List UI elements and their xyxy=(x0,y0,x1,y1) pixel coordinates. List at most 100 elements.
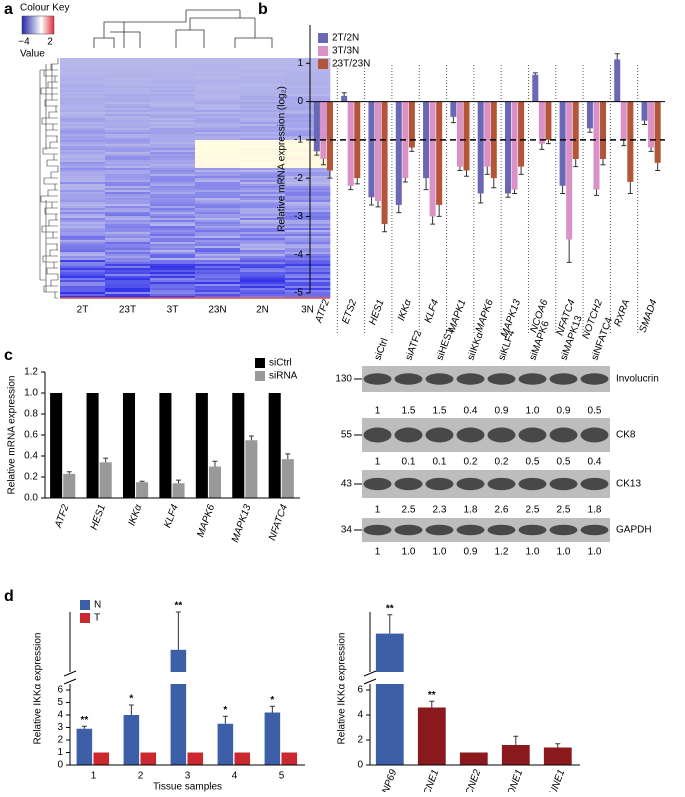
heatmap-cell xyxy=(195,260,241,263)
heatmap-cell xyxy=(150,172,196,175)
bar xyxy=(543,747,572,765)
band-value: 1.0 xyxy=(526,406,540,417)
heatmap-cell xyxy=(240,78,286,81)
heatmap-cell xyxy=(60,254,106,257)
heatmap-cell xyxy=(195,170,241,173)
blot-band xyxy=(549,427,578,443)
heatmap-cell xyxy=(105,148,151,151)
heatmap-cell xyxy=(60,212,106,215)
bar xyxy=(395,101,402,205)
heatmap-cell xyxy=(285,226,331,229)
heatmap-cell xyxy=(195,194,241,197)
y-tick-label: 2 xyxy=(57,735,63,746)
bar xyxy=(368,101,375,198)
band-value: 0.9 xyxy=(557,406,571,417)
heatmap-cell xyxy=(195,282,241,285)
protein-label: CK8 xyxy=(616,430,636,441)
heatmap-cell xyxy=(60,248,106,251)
heatmap-cell xyxy=(60,132,106,135)
heatmap-cell xyxy=(285,256,331,259)
blot-band xyxy=(456,524,485,536)
heatmap-cell xyxy=(285,220,331,223)
heatmap-cell xyxy=(105,166,151,169)
axis-break-mark xyxy=(363,670,377,685)
heatmap-cell xyxy=(240,268,286,271)
heatmap-cell xyxy=(285,296,331,299)
heatmap-cell xyxy=(240,256,286,259)
x-tick-label: IKKα xyxy=(127,503,145,528)
band-value: 1.8 xyxy=(464,505,478,516)
error-bar xyxy=(545,139,551,145)
legend-label: 2T/2N xyxy=(332,33,359,44)
heatmap-cell xyxy=(285,224,331,227)
x-tick-label: HES1 xyxy=(367,298,386,326)
heatmap-cell xyxy=(60,236,106,239)
heatmap-cell xyxy=(105,110,151,113)
heatmap-cell xyxy=(195,104,241,107)
heatmap-cell xyxy=(150,222,196,225)
heatmap-cell xyxy=(150,280,196,283)
annotation: ** xyxy=(174,601,182,612)
heatmap-cell xyxy=(240,242,286,245)
heatmap-cell xyxy=(240,90,286,93)
heatmap-cell xyxy=(195,274,241,277)
heatmap-cell xyxy=(285,282,331,285)
heatmap-cell xyxy=(240,102,286,105)
heatmap-cell xyxy=(105,144,151,147)
heatmap-cell xyxy=(240,188,286,191)
heatmap-cell xyxy=(195,168,241,171)
heatmap-cell xyxy=(105,294,151,297)
heatmap-cell xyxy=(285,136,331,139)
error-bar xyxy=(354,178,360,185)
heatmap-cell xyxy=(150,236,196,239)
heatmap-cell xyxy=(285,164,331,167)
heatmap-cell xyxy=(195,294,241,297)
y-tick-label: 1.2 xyxy=(24,367,38,378)
heatmap-cell xyxy=(60,292,106,295)
heatmap-cell xyxy=(195,224,241,227)
heatmap-cell xyxy=(285,72,331,75)
heatmap-cell xyxy=(150,90,196,93)
heatmap-cell xyxy=(60,214,106,217)
heatmap-cell xyxy=(285,280,331,283)
y-tick-label: -3 xyxy=(294,211,303,222)
blot-band xyxy=(580,373,609,385)
heatmap-cell xyxy=(240,124,286,127)
heatmap-cell xyxy=(195,174,241,177)
heatmap-cell xyxy=(105,184,151,187)
heatmap-cell xyxy=(240,236,286,239)
heatmap-cell xyxy=(285,286,331,289)
heatmap-cell xyxy=(60,122,106,125)
annotation: ** xyxy=(80,715,88,726)
heatmap-cell xyxy=(240,190,286,193)
bar xyxy=(347,101,354,186)
heatmap-cell xyxy=(60,182,106,185)
error-bar xyxy=(341,92,347,96)
heatmap-cell xyxy=(105,210,151,213)
heatmap-cell xyxy=(105,214,151,217)
heatmap-cell xyxy=(60,152,106,155)
error-bar xyxy=(269,705,275,713)
x-tick-label: MAPK13 xyxy=(230,503,254,544)
bar xyxy=(648,101,655,148)
heatmap-cell xyxy=(240,170,286,173)
bar xyxy=(123,715,140,765)
heatmap-cell xyxy=(60,106,106,109)
heatmap-cell xyxy=(60,280,106,283)
heatmap-cell xyxy=(150,62,196,65)
error-bar xyxy=(614,53,620,60)
bar xyxy=(268,393,281,498)
heatmap-cell xyxy=(195,120,241,123)
heatmap-cell xyxy=(240,184,286,187)
heatmap-cell xyxy=(150,270,196,273)
heatmap-cell xyxy=(150,190,196,193)
heatmap-cell xyxy=(285,182,331,185)
error-bar xyxy=(587,128,593,133)
heatmap-cell xyxy=(105,164,151,167)
bar xyxy=(459,752,488,765)
heatmap-cell xyxy=(150,140,196,143)
heatmap-cell xyxy=(195,228,241,231)
heatmap-cell xyxy=(285,276,331,279)
heatmap-cell xyxy=(195,238,241,241)
heatmap-cell xyxy=(60,244,106,247)
